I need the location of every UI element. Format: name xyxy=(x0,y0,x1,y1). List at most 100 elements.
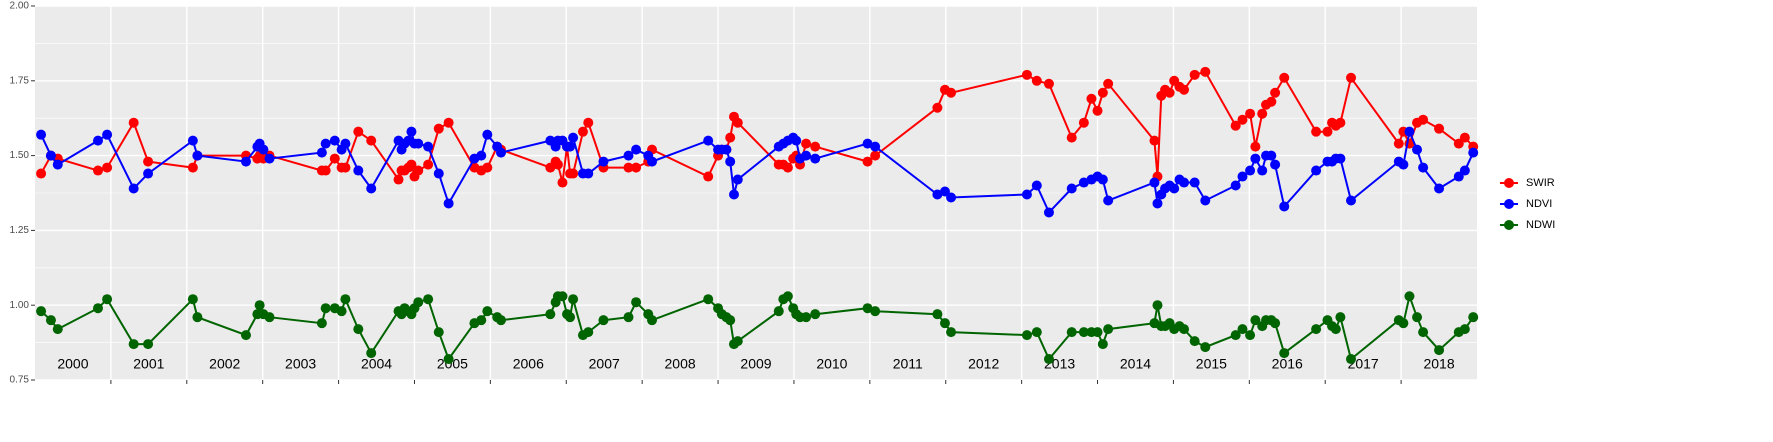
data-point xyxy=(482,162,493,173)
data-point xyxy=(143,156,154,167)
data-point xyxy=(1418,114,1429,125)
data-point xyxy=(1279,72,1290,83)
data-point xyxy=(1078,177,1089,188)
data-point xyxy=(1237,324,1248,335)
data-point xyxy=(240,156,251,167)
y-tick-label: 1.00 xyxy=(10,300,30,311)
data-point xyxy=(1393,138,1404,149)
data-point xyxy=(366,183,377,194)
data-point xyxy=(1043,78,1054,89)
data-point xyxy=(623,150,634,161)
data-point xyxy=(187,294,198,305)
data-point xyxy=(623,312,634,323)
data-point xyxy=(433,123,444,134)
year-label: 2016 xyxy=(1272,356,1303,372)
data-point xyxy=(443,354,454,365)
data-point xyxy=(870,306,881,317)
data-point xyxy=(1179,84,1190,95)
data-point xyxy=(1250,153,1261,164)
data-point xyxy=(1179,324,1190,335)
data-point xyxy=(329,135,340,146)
data-point xyxy=(1418,327,1429,338)
data-point xyxy=(557,291,568,302)
data-point xyxy=(1189,69,1200,80)
y-tick-label: 1.50 xyxy=(10,150,30,161)
year-label: 2007 xyxy=(589,356,620,372)
data-point xyxy=(1230,330,1241,341)
year-label: 2011 xyxy=(893,356,923,372)
data-point xyxy=(721,144,732,155)
data-point xyxy=(143,168,154,179)
data-point xyxy=(482,306,493,317)
data-point xyxy=(732,336,743,347)
year-label: 2018 xyxy=(1423,356,1454,372)
data-point xyxy=(1270,87,1281,98)
data-point xyxy=(1092,105,1103,116)
data-point xyxy=(1398,159,1409,170)
data-point xyxy=(1434,345,1445,356)
year-label: 2015 xyxy=(1196,356,1227,372)
data-point xyxy=(1270,159,1281,170)
legend-key-point xyxy=(1504,178,1514,188)
data-point xyxy=(1103,78,1114,89)
year-label: 2008 xyxy=(665,356,696,372)
data-point xyxy=(1412,312,1423,323)
data-point xyxy=(406,126,417,137)
data-point xyxy=(862,303,873,314)
data-point xyxy=(703,171,714,182)
data-point xyxy=(413,138,424,149)
data-point xyxy=(264,153,275,164)
data-point xyxy=(568,294,579,305)
y-tick-label: 1.75 xyxy=(10,75,30,86)
data-point xyxy=(1398,318,1409,329)
data-point xyxy=(45,315,56,326)
data-point xyxy=(1330,324,1341,335)
data-point xyxy=(423,294,434,305)
data-point xyxy=(810,153,821,164)
data-point xyxy=(329,153,340,164)
data-point xyxy=(316,147,327,158)
data-point xyxy=(1103,195,1114,206)
data-point xyxy=(782,291,793,302)
data-point xyxy=(647,156,658,167)
data-point xyxy=(1237,171,1248,182)
data-point xyxy=(946,87,957,98)
data-point xyxy=(583,327,594,338)
data-point xyxy=(92,165,103,176)
data-point xyxy=(340,138,351,149)
legend-label: SWIR xyxy=(1526,177,1555,189)
data-point xyxy=(552,159,563,170)
data-point xyxy=(1266,96,1277,107)
data-point xyxy=(52,159,63,170)
data-point xyxy=(1311,165,1322,176)
data-point xyxy=(128,117,139,128)
data-point xyxy=(946,327,957,338)
data-point xyxy=(1335,153,1346,164)
data-point xyxy=(1257,165,1268,176)
data-point xyxy=(703,135,714,146)
data-point xyxy=(128,183,139,194)
data-point xyxy=(1078,327,1089,338)
data-point xyxy=(862,138,873,149)
data-point xyxy=(631,297,642,308)
data-point xyxy=(92,135,103,146)
data-point xyxy=(862,156,873,167)
data-point xyxy=(1097,87,1108,98)
data-point xyxy=(1031,75,1042,86)
data-point xyxy=(320,303,331,314)
data-point xyxy=(192,150,203,161)
data-point xyxy=(1169,183,1180,194)
data-point xyxy=(946,192,957,203)
data-point xyxy=(728,189,739,200)
data-point xyxy=(1021,330,1032,341)
data-point xyxy=(1250,141,1261,152)
data-point xyxy=(336,306,347,317)
data-point xyxy=(568,132,579,143)
data-point xyxy=(443,117,454,128)
data-point xyxy=(810,309,821,320)
data-point xyxy=(1021,69,1032,80)
data-point xyxy=(1200,342,1211,353)
data-point xyxy=(423,159,434,170)
data-point xyxy=(565,312,576,323)
data-point xyxy=(1164,87,1175,98)
